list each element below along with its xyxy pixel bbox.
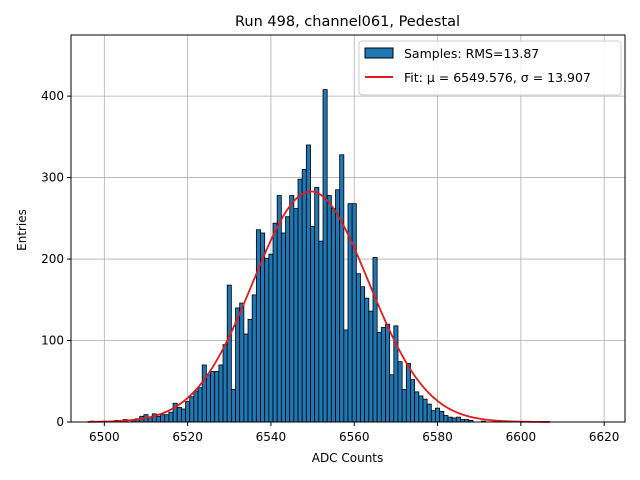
histogram-bar (301, 169, 307, 423)
fit-curve (87, 190, 551, 423)
histogram-bar (293, 208, 299, 423)
histogram-bar (289, 195, 295, 423)
histogram-bar (247, 318, 253, 423)
histogram-bar (430, 410, 436, 423)
histogram-bar (243, 333, 249, 423)
y-tick-label: 400 (41, 89, 64, 103)
histogram-bar (297, 178, 303, 423)
histogram-bar (222, 344, 228, 423)
x-tick-label: 6560 (339, 430, 370, 444)
histogram-bar (226, 284, 232, 423)
histogram-bar (426, 403, 432, 423)
histogram-bar (251, 294, 257, 423)
histogram-bar (276, 195, 282, 423)
histogram-bar (314, 186, 320, 423)
histogram-bar (189, 396, 195, 423)
histogram-bar (285, 216, 291, 423)
histogram-bar (368, 310, 374, 423)
y-axis-label: Entries (15, 209, 29, 251)
x-tick-label: 6540 (256, 430, 287, 444)
histogram-bar (310, 226, 316, 423)
histogram-bar (168, 411, 174, 423)
x-tick-label: 6600 (506, 430, 537, 444)
histogram-bar (410, 379, 416, 423)
histogram-bar (339, 154, 345, 423)
x-tick-label: 6500 (89, 430, 120, 444)
histogram-bar (330, 208, 336, 423)
histogram-bar (405, 362, 411, 423)
histogram-bar (360, 286, 366, 423)
x-tick-label: 6580 (422, 430, 453, 444)
x-axis-label: ADC Counts (312, 451, 384, 465)
histogram-bar (447, 416, 453, 423)
x-tick-label: 6620 (589, 430, 620, 444)
legend-frame (358, 40, 622, 96)
histogram-bar (455, 416, 461, 423)
chart-title: Run 498, channel061, Pedestal (235, 14, 460, 30)
histogram-bar (389, 374, 395, 423)
histogram-bar (264, 257, 270, 423)
histogram-bar (372, 257, 378, 423)
y-tick-label: 200 (41, 252, 64, 266)
histogram-bar (414, 391, 420, 423)
histogram-bar (343, 329, 349, 423)
histogram-bar (380, 327, 386, 423)
x-tick-label: 6520 (172, 430, 203, 444)
histogram-bar (268, 253, 274, 423)
histogram-bar (355, 273, 361, 423)
histogram-bar (210, 371, 216, 423)
histogram-bar (422, 398, 428, 423)
histogram-bar (214, 371, 220, 423)
y-tick-label: 0 (56, 415, 64, 429)
histogram-bar (326, 195, 332, 423)
y-tick-label: 100 (41, 334, 64, 348)
histogram-bar (443, 415, 449, 423)
y-tick-label: 300 (41, 171, 64, 185)
histogram-bar (418, 395, 424, 423)
histogram-bar (176, 406, 182, 423)
fit-curve-layer (87, 190, 551, 423)
histogram-bar (180, 408, 186, 423)
histogram-bar (272, 222, 278, 423)
histogram-bar (255, 229, 261, 423)
histogram-bar (193, 390, 199, 423)
plot-frame (70, 34, 626, 423)
legend-patch-samples (364, 47, 394, 59)
histogram-bars (89, 89, 499, 423)
histogram-bar (439, 411, 445, 423)
histogram-bar (376, 331, 382, 423)
legend-label-samples: Samples: RMS=13.87 (404, 46, 539, 61)
histogram-bar (351, 203, 357, 423)
histogram-bar (318, 240, 324, 423)
legend: Samples: RMS=13.87 Fit: μ = 6549.576, σ … (358, 40, 622, 96)
histogram-bar (155, 415, 161, 423)
histogram-bar (451, 417, 457, 423)
histogram-bar (230, 389, 236, 423)
histogram-bar (235, 307, 241, 423)
histogram-bar (322, 89, 328, 423)
histogram-bar (201, 364, 207, 423)
histogram-bar (401, 389, 407, 423)
axes: 6500 6520 6540 6560 6580 6600 6620 0 100 200 300 40… (41, 34, 626, 444)
histogram-bar (335, 189, 341, 423)
histogram-bar (218, 364, 224, 423)
histogram-bar (280, 232, 286, 423)
histogram-bar (239, 302, 245, 423)
histogram-bar (435, 407, 441, 423)
histogram-bar (160, 414, 166, 423)
histogram-bar (397, 361, 403, 423)
histogram-bar (185, 401, 191, 423)
histogram-bar (364, 297, 370, 423)
histogram-bar (197, 387, 203, 423)
histogram-bar (164, 414, 170, 423)
histogram-bar (305, 144, 311, 423)
histogram-bar (385, 323, 391, 423)
legend-label-fit: Fit: μ = 6549.576, σ = 13.907 (404, 70, 591, 85)
histogram-bar (205, 374, 211, 423)
